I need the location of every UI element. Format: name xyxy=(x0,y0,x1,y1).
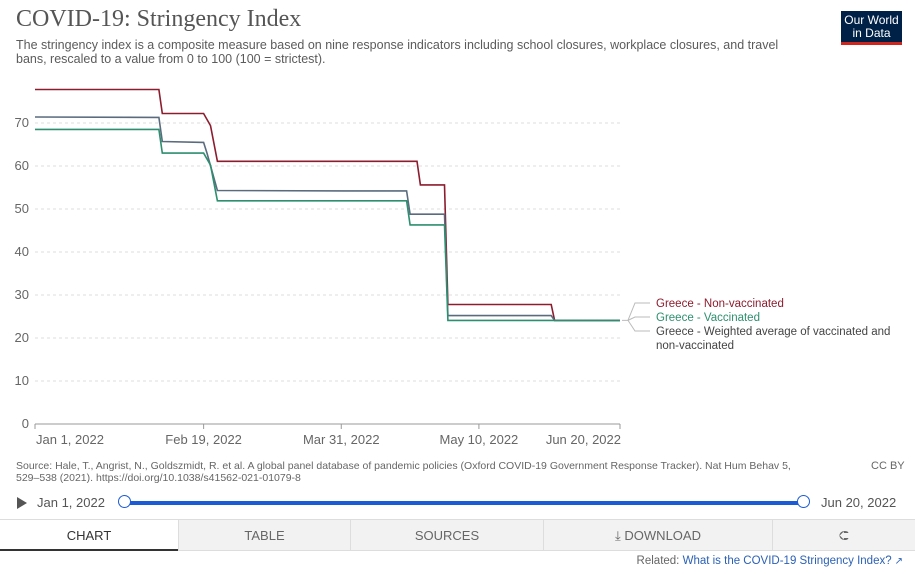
x-tick-label: Mar 31, 2022 xyxy=(303,432,380,447)
x-tick-label: Jun 20, 2022 xyxy=(546,432,621,447)
external-link-icon: ↗ xyxy=(894,556,903,567)
tab-download-label: Download xyxy=(624,528,701,543)
logo-line-1: Our World xyxy=(844,13,899,27)
legend-label: Greece - Non-vaccinated xyxy=(656,298,784,310)
chart-title: COVID-19: Stringency Index xyxy=(16,6,302,32)
y-tick-label: 60 xyxy=(15,158,29,173)
y-tick-label: 20 xyxy=(15,330,29,345)
related-link[interactable]: What is the COVID-19 Stringency Index? xyxy=(682,555,892,567)
grid-lines xyxy=(35,122,620,382)
tab-bar: Chart Table Sources ⤓ Download ⮈ xyxy=(0,519,915,551)
legend-label: Greece - Vaccinated xyxy=(656,312,760,324)
y-tick-label: 30 xyxy=(15,287,29,302)
series-lines xyxy=(34,88,620,322)
timeline-start-label: Jan 1, 2022 xyxy=(37,495,105,510)
legend-label: Greece - Weighted average of vaccinated … xyxy=(656,326,890,352)
y-tick-label: 50 xyxy=(15,201,29,216)
chart-subtitle: The stringency index is a composite meas… xyxy=(16,38,779,66)
legend: Greece - Non-vaccinated Greece - Vaccinat… xyxy=(622,298,890,352)
x-axis: Jan 1, 2022 Feb 19, 2022 Mar 31, 2022 May 1… xyxy=(34,423,621,447)
x-tick-label: May 10, 2022 xyxy=(440,432,519,447)
source-note: Source: Hale, T., Angrist, N., Goldszmid… xyxy=(16,460,791,484)
y-tick-label: 40 xyxy=(15,244,29,259)
timeline-track[interactable] xyxy=(124,501,804,505)
tab-chart[interactable]: Chart xyxy=(0,520,178,551)
play-icon[interactable] xyxy=(17,497,27,509)
line-chart: 0 10 20 30 40 50 60 70 Jan 1, 2022 Feb 19, 2022 M… xyxy=(15,88,890,447)
share-icon: ⮈ xyxy=(839,528,849,543)
x-tick-label: Feb 19, 2022 xyxy=(165,432,242,447)
download-icon: ⤓ xyxy=(615,528,621,543)
timeline-start-handle[interactable] xyxy=(118,495,131,508)
series-line xyxy=(34,116,620,322)
y-axis-ticks: 0 10 20 30 40 50 60 70 xyxy=(15,115,29,431)
legend-leader xyxy=(627,320,650,332)
legend-leader xyxy=(627,302,650,321)
related-prefix: Related: xyxy=(636,555,680,567)
x-tick-label: Jan 1, 2022 xyxy=(36,432,104,447)
series-line xyxy=(35,128,620,322)
timeline-end-label: Jun 20, 2022 xyxy=(821,495,897,510)
logo-line-2: in Data xyxy=(852,26,891,40)
y-tick-label: 0 xyxy=(22,416,29,431)
legend-leader xyxy=(627,316,650,321)
tab-table[interactable]: Table xyxy=(178,520,350,551)
owid-logo[interactable]: Our World in Data xyxy=(841,11,902,45)
y-tick-label: 10 xyxy=(15,373,29,388)
related-link-row: Related: What is the COVID-19 Stringency… xyxy=(637,555,903,567)
tab-download[interactable]: ⤓ Download xyxy=(543,520,772,551)
timeline: Jan 1, 2022 Jun 20, 2022 xyxy=(0,492,915,514)
tab-sources[interactable]: Sources xyxy=(350,520,543,551)
series-line xyxy=(35,88,620,322)
y-tick-label: 70 xyxy=(15,115,29,130)
tab-share[interactable]: ⮈ xyxy=(772,520,915,551)
license-label[interactable]: CC BY xyxy=(871,460,905,472)
timeline-end-handle[interactable] xyxy=(797,495,810,508)
